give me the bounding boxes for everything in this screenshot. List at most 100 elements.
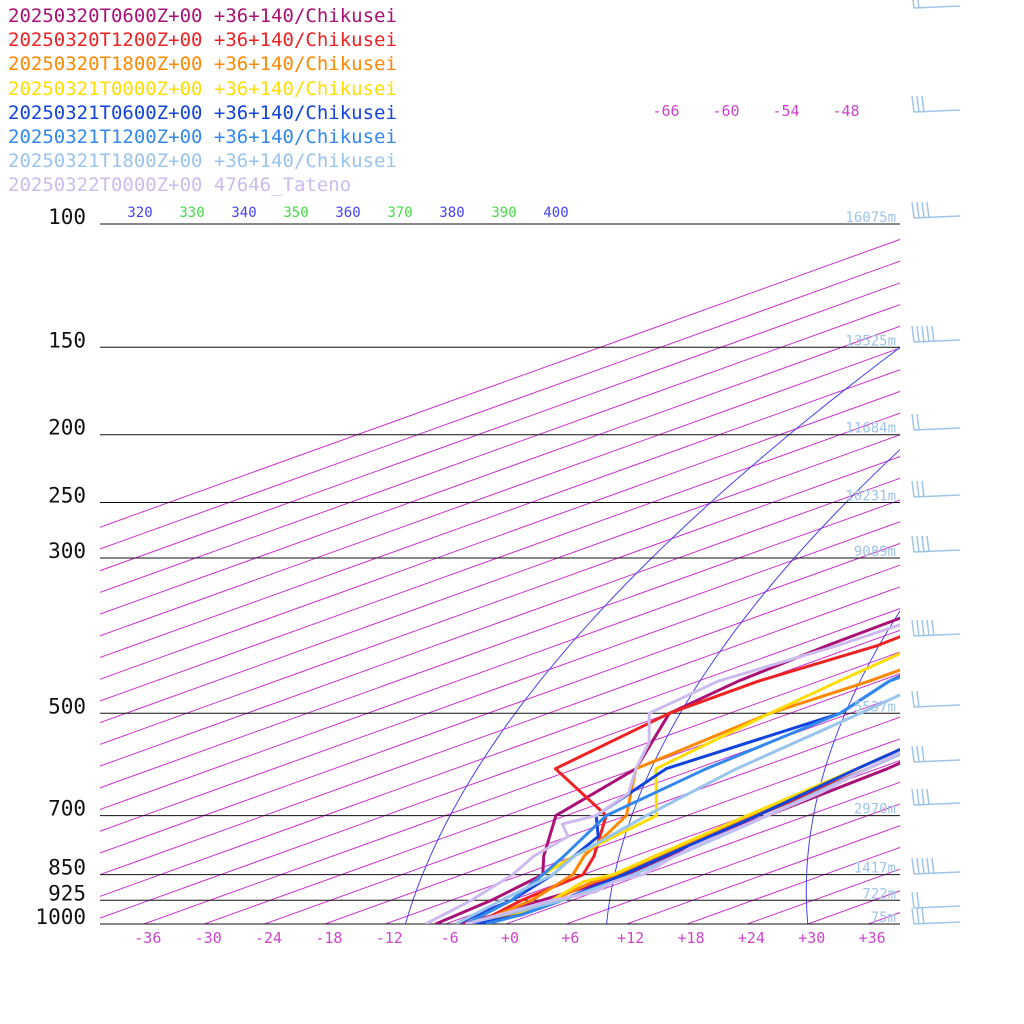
isotherm-line bbox=[444, 760, 900, 924]
wind-barb-feather bbox=[911, 95, 915, 113]
wind-barb-feather bbox=[911, 325, 915, 343]
isotherm-line bbox=[100, 260, 900, 550]
pressure-tick-label: 700 bbox=[48, 797, 86, 821]
isotherm-line bbox=[100, 347, 900, 637]
isotherm-top-label: -54 bbox=[772, 102, 799, 120]
wind-barb-shaft bbox=[913, 759, 961, 763]
temperature-profile-line bbox=[460, 761, 900, 924]
isotherm-line bbox=[100, 412, 900, 702]
isotherm-line bbox=[100, 629, 900, 919]
wind-barb-feather bbox=[917, 0, 920, 9]
wind-barb-shaft bbox=[913, 871, 961, 875]
dry-adiabat-line bbox=[995, 0, 1024, 939]
wind-barb-feather bbox=[911, 891, 915, 909]
legend-entry: 20250320T0600Z+00 +36+140/Chikusei bbox=[8, 5, 397, 27]
wind-barb-feather bbox=[916, 325, 920, 343]
wind-barb-shaft bbox=[913, 109, 961, 113]
temperature-profile-line bbox=[475, 747, 900, 924]
isotherm-line bbox=[100, 304, 900, 593]
isotherm-line bbox=[685, 846, 900, 924]
theta-label: 370 bbox=[387, 205, 412, 221]
temperature-tick-label: +36 bbox=[859, 929, 886, 947]
isotherm-top-label: -48 bbox=[832, 102, 859, 120]
isotherm-line bbox=[263, 694, 900, 924]
temperature-tick-label: -30 bbox=[195, 929, 222, 947]
height-label: 16075m bbox=[845, 210, 896, 226]
temperature-tick-label: +24 bbox=[738, 929, 765, 947]
theta-label: 380 bbox=[439, 205, 464, 221]
height-label: 10231m bbox=[845, 489, 896, 505]
wind-barb-shaft bbox=[913, 905, 961, 909]
height-label: 5537m bbox=[854, 699, 896, 715]
pressure-tick-label: 150 bbox=[48, 328, 86, 352]
temperature-tick-label: +0 bbox=[501, 929, 519, 947]
isotherm-line bbox=[100, 390, 900, 680]
wind-barb-feather bbox=[916, 480, 920, 498]
isotherm-line bbox=[202, 673, 900, 924]
wind-barb-shaft bbox=[913, 802, 961, 806]
wind-barb-feather bbox=[926, 788, 930, 806]
wind-barb-shaft bbox=[913, 704, 961, 708]
temperature-tick-label: -18 bbox=[315, 929, 342, 947]
wind-barb-shaft bbox=[913, 921, 961, 925]
wind-barb-feather bbox=[921, 788, 925, 806]
temperature-tick-label: -24 bbox=[255, 929, 282, 947]
legend-entry: 20250321T1800Z+00 +36+140/Chikusei bbox=[8, 150, 397, 173]
wind-barb-feather bbox=[921, 619, 925, 637]
temperature-tick-label: -6 bbox=[441, 929, 459, 947]
isotherm-line bbox=[383, 738, 900, 924]
wind-barb-shaft bbox=[913, 427, 961, 431]
wind-barb-feather bbox=[911, 619, 915, 637]
height-label: 13525m bbox=[845, 333, 896, 349]
dewpoint-profile-line bbox=[435, 616, 900, 924]
legend: 20250320T0600Z+00 +36+140/Chikusei 202503… bbox=[8, 4, 397, 198]
sounding-series bbox=[424, 616, 900, 924]
temperature-tick-label: +18 bbox=[678, 929, 705, 947]
theta-label: 400 bbox=[543, 205, 568, 221]
wind-barb-feather bbox=[926, 201, 930, 219]
dry-adiabat-line bbox=[606, 448, 900, 924]
dewpoint-profile-line bbox=[475, 635, 900, 924]
dewpoint-profile-line bbox=[465, 675, 900, 924]
wind-barb-feather bbox=[921, 745, 925, 763]
temperature-tick-label: +6 bbox=[561, 929, 579, 947]
wind-barb-feather bbox=[911, 413, 915, 431]
isotherm-top-label: -66 bbox=[652, 102, 679, 120]
pressure-tick-label: 1000 bbox=[35, 905, 86, 929]
dewpoint-profile-line bbox=[455, 674, 900, 924]
theta-label: 330 bbox=[179, 205, 204, 221]
wind-barb-feather bbox=[931, 857, 935, 875]
wind-barb-feather bbox=[926, 857, 930, 875]
isotherm-line bbox=[564, 803, 900, 924]
wind-barb-shaft bbox=[913, 549, 961, 553]
wind-barb-feather bbox=[916, 201, 920, 219]
height-label: 1417m bbox=[854, 861, 896, 877]
temperature-profile-line bbox=[475, 747, 900, 924]
wind-barb-shaft bbox=[913, 494, 961, 498]
temperature-tick-label: -36 bbox=[134, 929, 161, 947]
dry-adiabat-line bbox=[805, 610, 900, 924]
wind-barb-feather bbox=[916, 907, 920, 925]
isotherm-line bbox=[100, 238, 900, 528]
wind-barb-feather bbox=[921, 480, 925, 498]
pressure-tick-label: 300 bbox=[48, 539, 86, 563]
temperature-profile-line bbox=[485, 751, 900, 924]
wind-barb-feather bbox=[911, 788, 915, 806]
pressure-tick-label: 850 bbox=[48, 856, 86, 880]
legend-entry: 20250321T1200Z+00 +36+140/Chikusei bbox=[8, 126, 397, 149]
wind-barb-shaft bbox=[913, 339, 961, 343]
legend-entry: 20250321T0600Z+00 +36+140/Chikusei bbox=[8, 101, 397, 124]
dry-adiabat-line bbox=[404, 346, 900, 924]
temperature-tick-label: +12 bbox=[617, 929, 644, 947]
legend-entry: 20250320T1800Z+00 +36+140/Chikusei bbox=[8, 53, 397, 76]
legend-entry: 20250321T0000Z+00 +36+140/Chikusei bbox=[8, 77, 397, 100]
wind-barb-feather bbox=[911, 690, 915, 708]
height-label: 75m bbox=[871, 910, 896, 926]
wind-barb-shaft bbox=[913, 5, 961, 9]
wind-barb-feather bbox=[916, 788, 920, 806]
wind-barbs bbox=[911, 0, 961, 925]
wind-barb-feather bbox=[916, 690, 920, 708]
wind-barb-feather bbox=[916, 535, 920, 553]
